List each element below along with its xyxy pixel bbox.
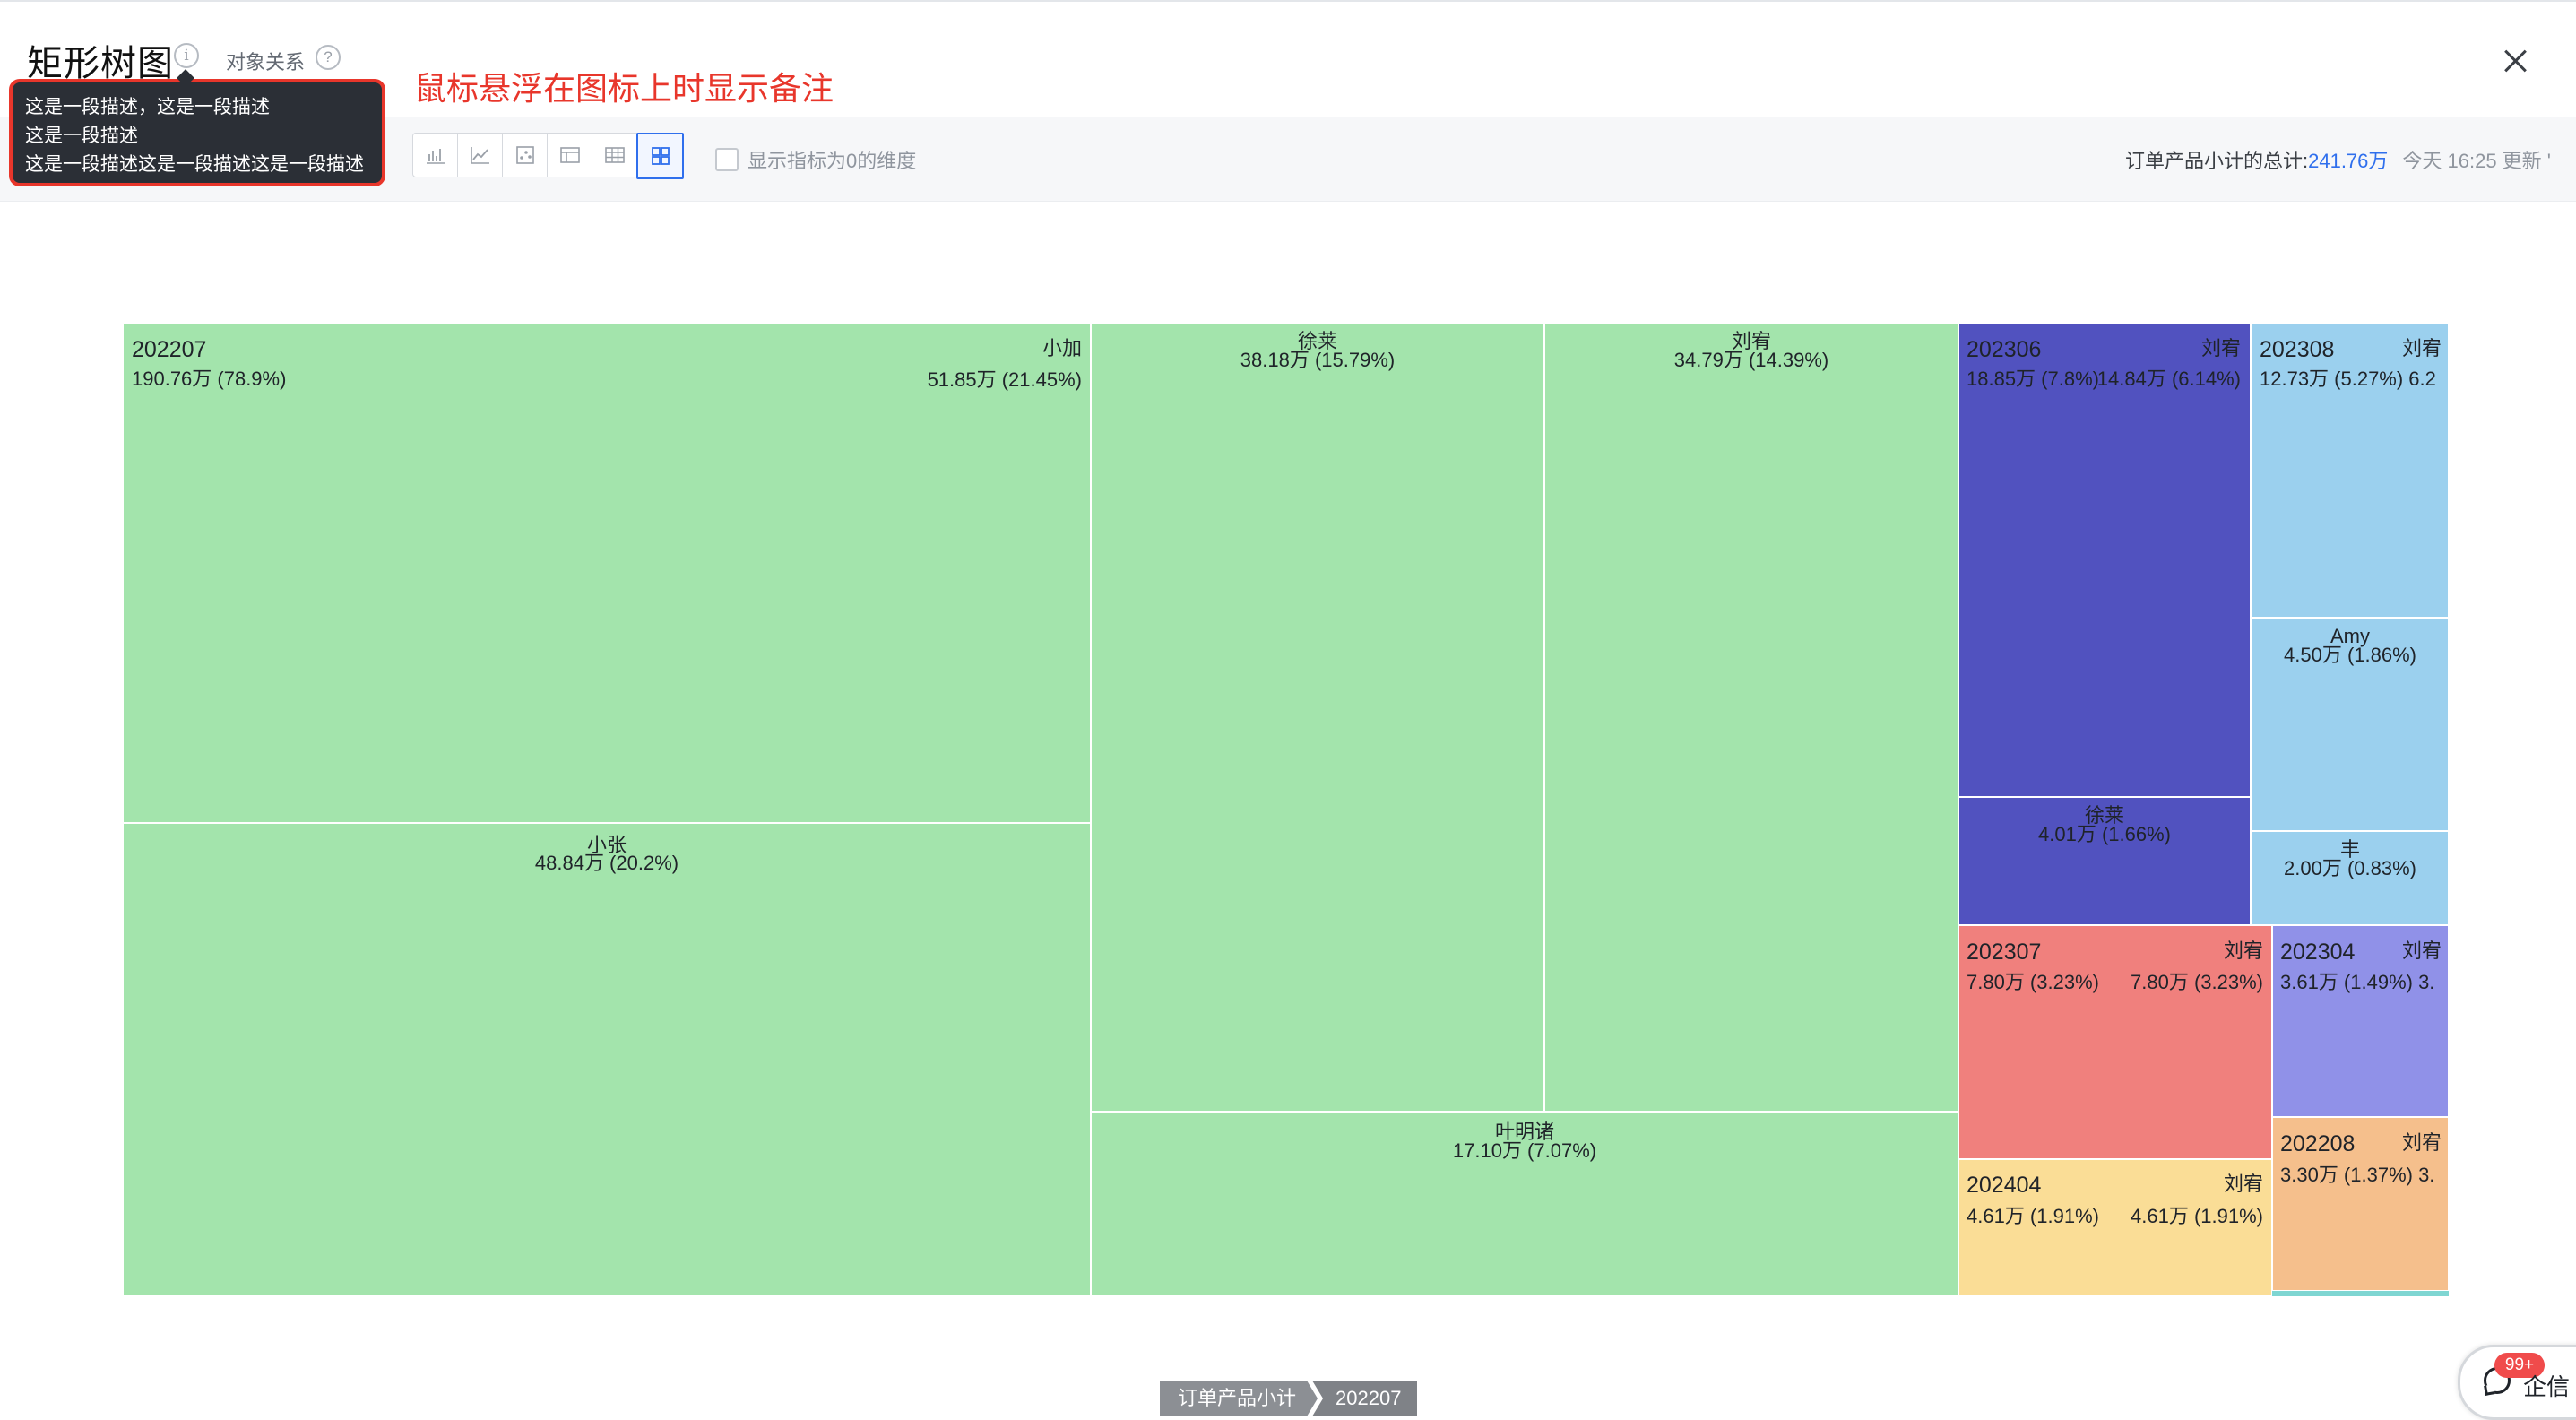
group-value: 12.73万 (5.27%) 6.2 [2260, 368, 2436, 390]
group-title: 202207 [132, 337, 206, 362]
cell-value: 7.80万 (3.23%) [2131, 971, 2263, 993]
checkbox-box[interactable] [715, 148, 739, 171]
page-title: 矩形树图 [27, 44, 174, 83]
pivot-table-button[interactable] [548, 134, 592, 177]
tooltip-line: 这是一段描述这是一段描述这是一段描述 [25, 154, 364, 175]
treemap-cell-刘宥[interactable] [1958, 1158, 2273, 1297]
treemap-cell-Amy[interactable] [2250, 617, 2450, 832]
cell-value: 51.85万 (21.45%) [928, 368, 1082, 391]
cell-name: 徐莱 [1298, 330, 1337, 352]
annotation-text: 鼠标悬浮在图标上时显示备注 [414, 70, 834, 107]
cell-value: 2.00万 (0.83%) [2284, 857, 2416, 879]
pivot-table-icon [559, 147, 580, 163]
cell-name: 刘宥 [1732, 330, 1771, 352]
cell-value: 17.10万 (7.07%) [1453, 1139, 1596, 1162]
group-value: 3.30万 (1.37%) 3. [2280, 1164, 2434, 1186]
cell-name: 刘宥 [2402, 1131, 2442, 1154]
checkbox-label: 显示指标为0的维度 [748, 150, 917, 172]
cell-value: 4.01万 (1.66%) [2038, 823, 2171, 845]
chat-widget[interactable]: 99+ 企信 [2458, 1345, 2576, 1420]
tooltip-line: 这是一段描述 [25, 126, 138, 146]
group-title: 202308 [2260, 337, 2334, 362]
chat-label: 企信 [2523, 1373, 2571, 1400]
treemap-cell-小加[interactable] [122, 322, 1092, 824]
treemap-button[interactable] [636, 133, 684, 179]
info-icon[interactable]: i [174, 43, 199, 68]
cell-value: 4.61万 (1.91%) [2131, 1205, 2263, 1227]
group-value: 18.85万 (7.8%) [1967, 368, 2099, 390]
breadcrumb: 订单产品小计 202207 [1160, 1381, 1418, 1416]
show-zero-dimensions-checkbox[interactable]: 显示指标为0的维度 [715, 145, 916, 174]
treemap-cell-刘宥[interactable] [2271, 1116, 2450, 1292]
bar-chart-icon [426, 149, 445, 164]
group-value: 190.76万 (78.9%) [132, 368, 286, 390]
cell-name: 丰 [2340, 838, 2360, 861]
treemap-cell-丰[interactable] [2250, 830, 2450, 926]
treemap-icon [651, 147, 670, 165]
cell-name: 刘宥 [2402, 939, 2442, 962]
line-chart-button[interactable] [458, 134, 503, 177]
total-summary: 订单产品小计的总计:241.76万 今天 16:25 更新 ' [2125, 145, 2551, 174]
cell-name: 刘宥 [2201, 337, 2241, 359]
unread-badge: 99+ [2494, 1353, 2545, 1378]
breadcrumb-item-root[interactable]: 订单产品小计 [1160, 1381, 1318, 1416]
cell-value: 34.79万 (14.39%) [1674, 349, 1828, 371]
breadcrumb-item-current[interactable]: 202207 [1312, 1381, 1418, 1416]
group-value: 4.61万 (1.91%) [1967, 1205, 2099, 1227]
cell-name: Amy [2330, 625, 2370, 647]
cell-value: 38.18万 (15.79%) [1240, 349, 1395, 371]
treemap-cell-刘宥[interactable] [1958, 924, 2273, 1160]
scatter-chart-button[interactable] [503, 134, 548, 177]
treemap-cell-刘宥[interactable] [1543, 322, 1959, 1113]
help-icon[interactable]: ? [316, 45, 341, 70]
line-chart-icon [470, 147, 489, 164]
cell-name: 刘宥 [2224, 939, 2263, 962]
header-bar: 矩形树图 i 对象关系 ? 鼠标悬浮在图标上时显示备注 [0, 0, 2576, 118]
tooltip-line: 这是一段描述，这是一段描述 [25, 97, 270, 117]
table-icon [604, 147, 625, 163]
treemap-cell-刘宥[interactable] [1958, 322, 2252, 798]
description-tooltip: 这是一段描述，这是一段描述 这是一段描述 这是一段描述这是一段描述这是一段描述 [9, 79, 385, 186]
treemap-cell-徐莱[interactable] [1958, 796, 2252, 926]
treemap-cell-small[interactable] [2272, 1291, 2449, 1296]
chart-type-switcher [412, 133, 684, 179]
group-value: 7.80万 (3.23%) [1967, 971, 2099, 993]
treemap-cell-刘宥[interactable] [2271, 924, 2450, 1118]
cell-name: 刘宥 [2402, 337, 2442, 359]
cell-name: 小张 [587, 834, 627, 856]
cell-value: 48.84万 (20.2%) [535, 852, 679, 874]
treemap-cell-刘宥[interactable] [2250, 322, 2450, 619]
scatter-chart-icon [515, 146, 534, 164]
treemap-cell-叶明诸[interactable] [1090, 1111, 1959, 1297]
treemap-cell-小张[interactable] [122, 822, 1092, 1297]
bar-chart-button[interactable] [413, 134, 458, 177]
cell-name: 小加 [1042, 337, 1082, 359]
group-title: 202307 [1967, 939, 2041, 965]
group-value: 3.61万 (1.49%) 3. [2280, 971, 2434, 993]
group-title: 202304 [2280, 939, 2356, 965]
cell-value: 4.50万 (1.86%) [2284, 644, 2416, 666]
update-time: 今天 16:25 更新 ' [2402, 150, 2551, 172]
group-title: 202208 [2280, 1131, 2355, 1156]
group-title: 202404 [1967, 1173, 2042, 1198]
treemap-chart: 202207 190.76万 (78.9%) 小加 51.85万 (21.45%) 小张… [122, 322, 2450, 1297]
cell-name: 徐莱 [2085, 804, 2124, 827]
cell-name: 刘宥 [2224, 1173, 2263, 1195]
cell-value: 14.84万 (6.14%) [2097, 368, 2241, 390]
cell-name: 叶明诸 [1495, 1121, 1554, 1143]
group-title: 202306 [1967, 337, 2041, 362]
summary-label: 订单产品小计的总计: [2124, 150, 2309, 172]
object-relation-label: 对象关系 [226, 51, 306, 74]
summary-value: 241.76万 [2308, 150, 2389, 172]
treemap-cell-徐莱[interactable] [1090, 322, 1545, 1113]
